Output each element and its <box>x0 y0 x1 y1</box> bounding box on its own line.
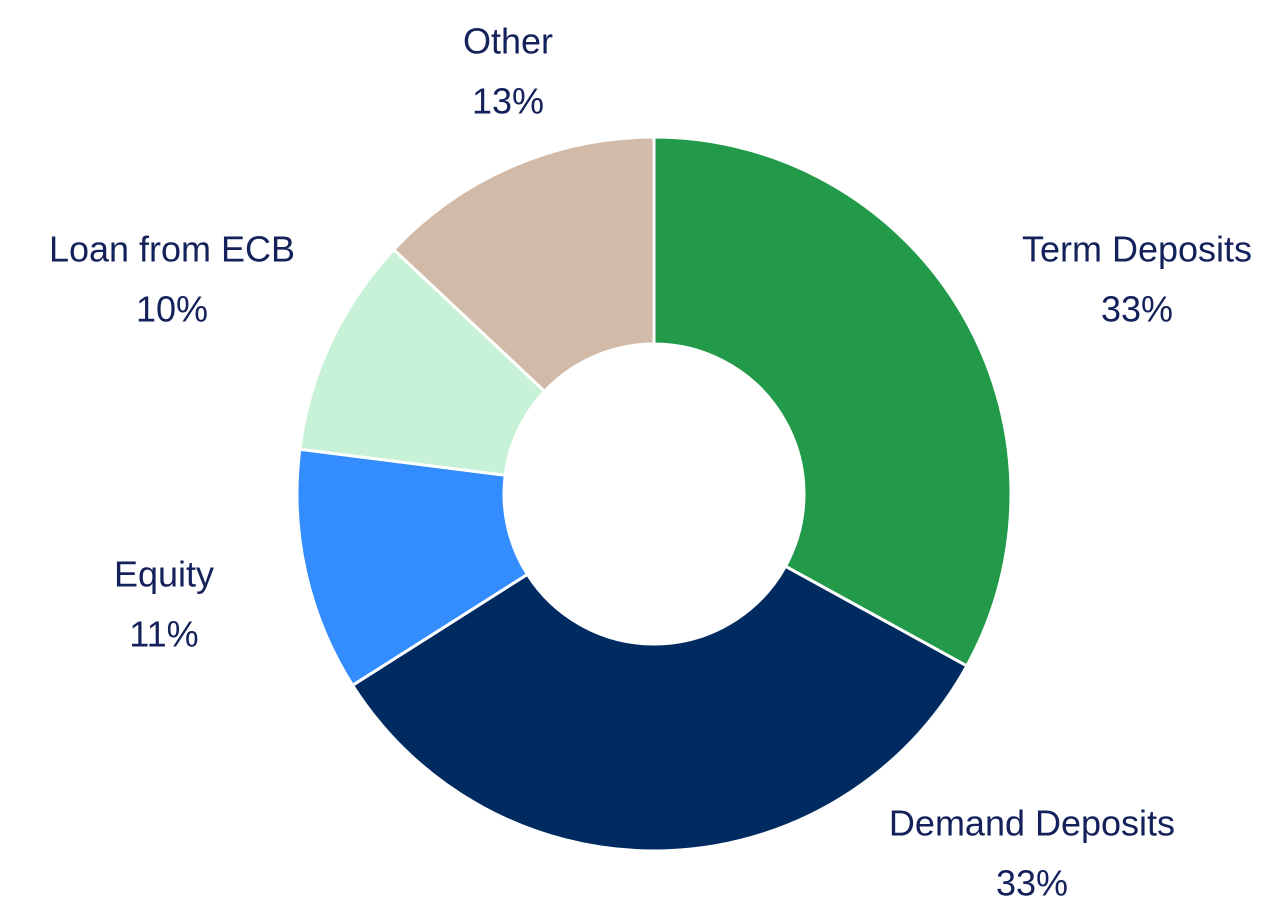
donut-slice <box>652 135 1013 669</box>
slice-value-label: 10% <box>136 289 208 330</box>
slice-value-label: 33% <box>1101 289 1173 330</box>
slice-label: Demand Deposits <box>889 803 1175 844</box>
slice-label: Term Deposits <box>1022 229 1252 270</box>
slice-label: Equity <box>114 554 214 595</box>
slice-value-label: 13% <box>472 81 544 122</box>
donut-slice <box>298 247 547 477</box>
slice-label: Other <box>463 21 553 62</box>
donut-slice <box>350 564 969 853</box>
slice-value-label: 33% <box>996 863 1068 902</box>
slice-label: Loan from ECB <box>49 229 295 270</box>
donut-slice <box>391 135 656 394</box>
slice-value-label: 11% <box>129 614 198 655</box>
donut-slice <box>295 447 530 688</box>
